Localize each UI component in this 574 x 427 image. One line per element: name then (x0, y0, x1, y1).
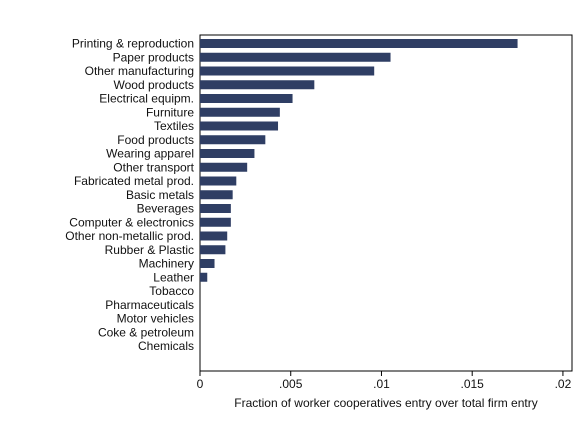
x-tick-label: .02 (555, 377, 572, 391)
category-label: Basic metals (126, 188, 194, 202)
x-tick-label: .015 (461, 377, 485, 391)
plot-frame (199, 34, 573, 372)
bar (200, 217, 231, 227)
category-label: Food products (117, 133, 194, 147)
bar (200, 162, 248, 172)
category-label: Beverages (137, 202, 194, 216)
x-tick-label: .005 (279, 377, 303, 391)
category-label: Wearing apparel (106, 147, 194, 161)
category-label: Coke & petroleum (98, 325, 194, 339)
x-tick-label: .01 (373, 377, 390, 391)
category-label: Textiles (154, 119, 194, 133)
bar (200, 66, 375, 76)
category-label: Computer & electronics (69, 215, 194, 229)
bar (200, 204, 231, 213)
bar (200, 107, 280, 117)
category-label: Paper products (113, 50, 194, 64)
category-label: Leather (153, 270, 194, 284)
category-label: Motor vehicles (117, 312, 194, 326)
bar (200, 259, 215, 268)
category-label: Furniture (146, 105, 194, 119)
category-label: Tobacco (149, 284, 194, 298)
bar (200, 245, 226, 255)
category-label: Machinery (139, 257, 194, 271)
category-label: Electrical equipm. (99, 92, 194, 106)
category-label: Printing & reproduction (72, 37, 194, 51)
bar (200, 135, 266, 145)
bar (200, 272, 208, 282)
bar (200, 176, 237, 186)
bar (200, 231, 228, 241)
category-label: Wood products (114, 78, 195, 92)
category-label: Other non-metallic prod. (65, 229, 194, 243)
bar (200, 80, 315, 90)
bar (200, 121, 279, 131)
bar (200, 39, 518, 48)
category-label: Pharmaceuticals (105, 298, 194, 312)
category-label: Other manufacturing (85, 64, 194, 78)
x-axis-title: Fraction of worker cooperatives entry ov… (234, 396, 537, 410)
category-label: Fabricated metal prod. (74, 174, 194, 188)
bar (200, 52, 391, 62)
bar (200, 190, 233, 200)
x-tick-label: 0 (197, 377, 204, 391)
bar (200, 149, 255, 158)
category-label: Other transport (113, 160, 194, 174)
category-label: Rubber & Plastic (105, 243, 194, 257)
category-label: Chemicals (138, 339, 194, 353)
bar (200, 94, 293, 103)
